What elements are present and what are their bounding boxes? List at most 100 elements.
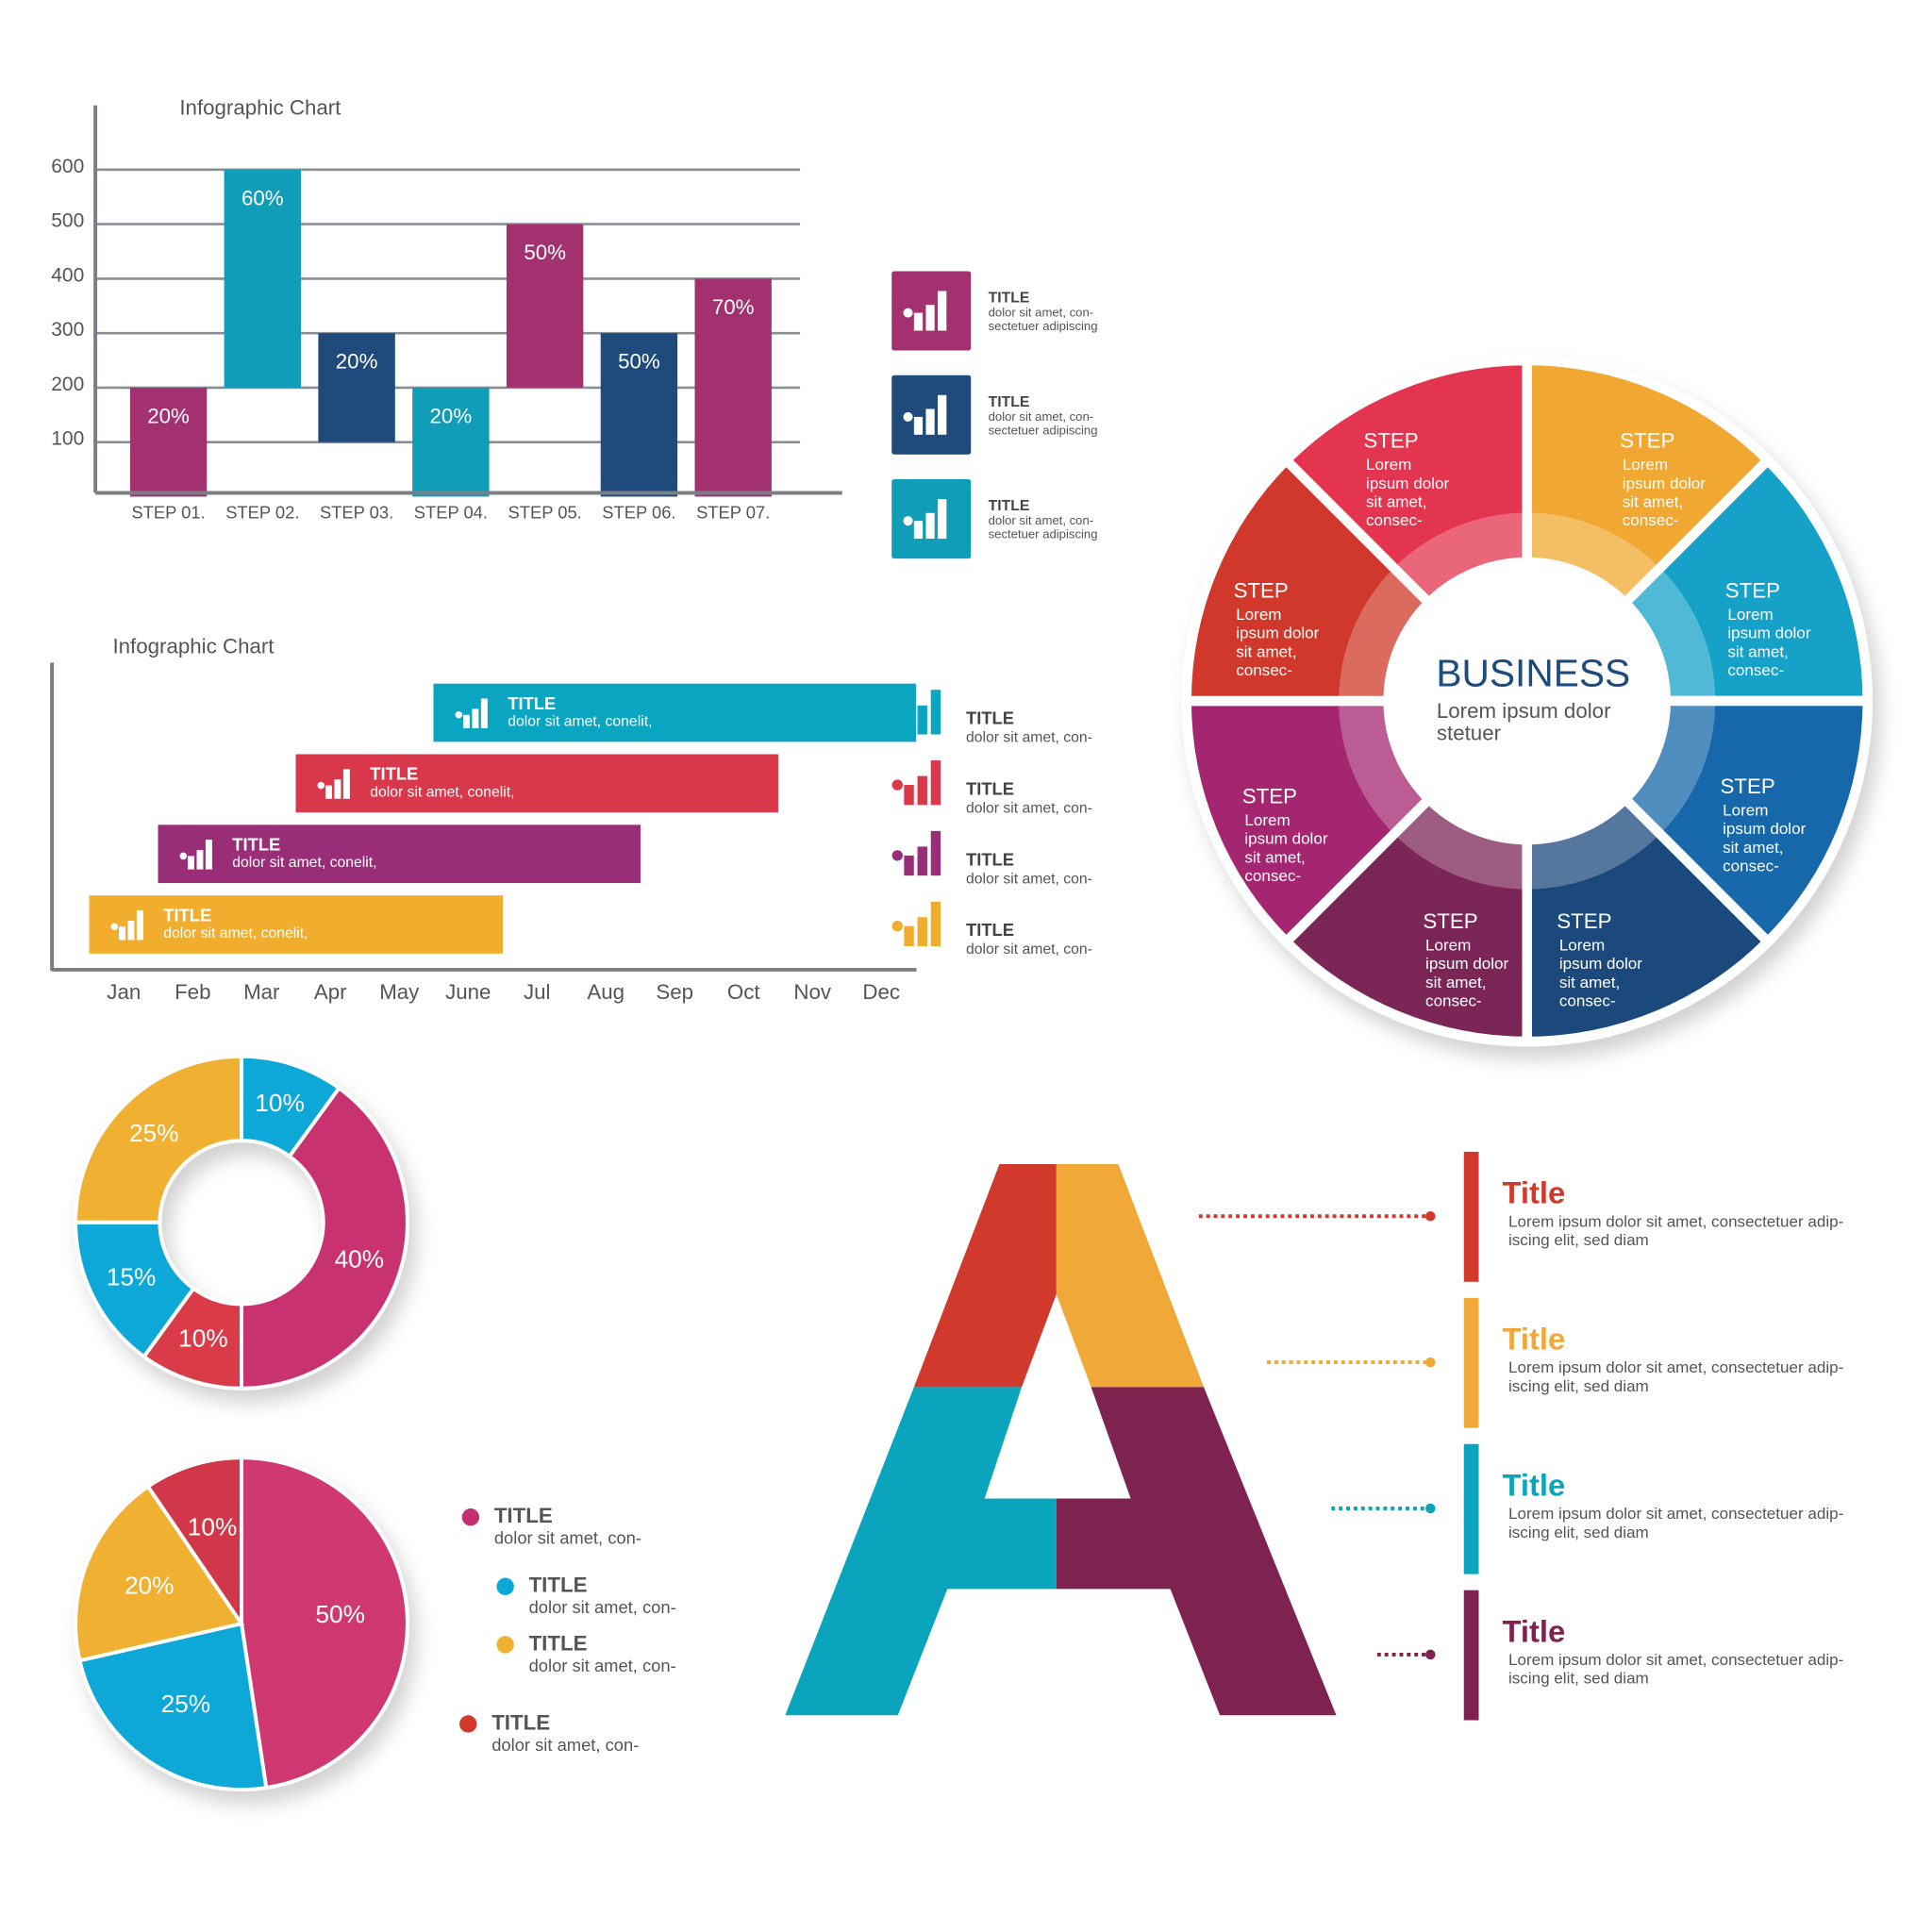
step-label: STEP — [1423, 909, 1477, 933]
x-tick-label: Feb — [175, 980, 210, 1004]
slice-label: 15% — [107, 1262, 157, 1291]
x-tick-label: Oct — [727, 980, 760, 1004]
legend-icon — [891, 921, 903, 932]
y-tick-label: 100 — [51, 428, 84, 450]
slice — [74, 1220, 196, 1359]
bar-label: 60% — [242, 186, 284, 209]
item-text: Lorem ipsum dolor sit amet, consectetuer… — [1508, 1505, 1843, 1523]
task-bar — [158, 824, 641, 884]
icon — [903, 516, 913, 526]
step-text: ipsum dolor — [1236, 625, 1319, 642]
step-text: sit amet, — [1236, 642, 1296, 660]
x-tick-label: Jan — [107, 980, 141, 1004]
step-text: consec- — [1623, 511, 1679, 529]
step-label: STEP — [1234, 578, 1289, 602]
letter-piece — [785, 1387, 1057, 1716]
legend-text: dolor sit amet, con- — [491, 1735, 639, 1755]
legend-icon — [904, 714, 914, 735]
wheel-subtitle: stetuer — [1437, 721, 1502, 744]
task-bar — [295, 754, 778, 813]
connector-dot — [1425, 1357, 1436, 1368]
wheel-segment — [1279, 355, 1532, 610]
x-tick-label: June — [445, 980, 491, 1004]
icon — [938, 291, 947, 331]
step-label: STEP — [1620, 429, 1674, 453]
x-tick-label: Sep — [656, 980, 693, 1004]
step-text: sit amet, — [1366, 493, 1426, 511]
step-text: ipsum dolor — [1559, 955, 1642, 973]
step-text: ipsum dolor — [1366, 475, 1449, 492]
note-text: sectetuer adipiscing — [989, 527, 1098, 541]
step-label: STEP — [1363, 429, 1418, 453]
task-bar — [433, 683, 916, 742]
wheel-segment — [1522, 355, 1775, 610]
wheel-segment — [1522, 791, 1775, 1047]
icon — [136, 909, 143, 941]
task-title: TITLE — [370, 764, 418, 784]
slice-label: 20% — [125, 1572, 175, 1600]
connector-dot — [1425, 1649, 1436, 1660]
note-text: sectetuer adipiscing — [989, 423, 1098, 437]
bar — [600, 333, 678, 497]
legend-icon — [891, 708, 903, 720]
y-tick-label: 400 — [51, 264, 84, 286]
icon — [472, 708, 479, 728]
connector-dot — [1425, 1503, 1436, 1514]
bar-label: 50% — [524, 241, 566, 264]
legend-dot — [459, 1715, 477, 1733]
icon — [903, 308, 913, 318]
item-title: Title — [1502, 1175, 1565, 1210]
item-text: iscing elit, sed diam — [1508, 1524, 1649, 1541]
legend-title: TITLE — [966, 778, 1014, 798]
item-title: Title — [1502, 1321, 1565, 1356]
icon — [462, 714, 470, 728]
x-tick-label: Aug — [587, 980, 625, 1004]
slice-label: 10% — [178, 1324, 228, 1353]
slice — [145, 1456, 243, 1630]
step-text: ipsum dolor — [1425, 955, 1508, 973]
item-title: Title — [1502, 1467, 1565, 1502]
bar-label: 50% — [618, 350, 660, 374]
slice — [74, 1484, 245, 1663]
item-text: iscing elit, sed diam — [1508, 1231, 1649, 1249]
icon — [938, 499, 947, 540]
letter-piece — [913, 1164, 1057, 1388]
wheel-segment — [1618, 695, 1873, 949]
letter-a — [785, 1164, 1337, 1716]
icon — [925, 408, 935, 435]
y-tick-label: 600 — [51, 156, 84, 177]
bar-label: 20% — [147, 404, 190, 427]
step-text: sit amet, — [1425, 974, 1486, 991]
legend-icon — [917, 846, 927, 876]
task-text: dolor sit amet, conelit, — [163, 925, 308, 941]
note-text: dolor sit amet, con- — [989, 513, 1093, 527]
legend-title: TITLE — [494, 1504, 553, 1527]
letter-piece — [1056, 1387, 1337, 1716]
step-text: consec- — [1425, 992, 1482, 1010]
legend-title: TITLE — [966, 849, 1014, 869]
slice-label: 50% — [315, 1600, 365, 1628]
step-label: STEP — [1242, 784, 1297, 808]
step-text: Lorem — [1366, 456, 1411, 474]
step-text: consec- — [1236, 661, 1292, 679]
step-text: consec- — [1559, 992, 1616, 1010]
step-text: Lorem — [1623, 456, 1668, 474]
bar — [318, 333, 395, 442]
legend-text: dolor sit amet, con- — [966, 941, 1092, 958]
slice-label: 10% — [188, 1513, 238, 1541]
step-text: consec- — [1366, 511, 1423, 529]
slice-label: 25% — [129, 1119, 179, 1147]
legend-text: dolor sit amet, con- — [529, 1597, 676, 1617]
icon — [480, 698, 488, 728]
icon — [119, 926, 125, 941]
step-text: sit amet, — [1244, 848, 1305, 866]
x-tick-label: STEP 03. — [320, 503, 393, 523]
icon — [127, 920, 135, 941]
icon — [179, 852, 188, 860]
legend-icon — [917, 705, 927, 735]
task-title: TITLE — [508, 693, 556, 713]
note-text: sectetuer adipiscing — [989, 319, 1098, 333]
bar-label: 20% — [336, 350, 378, 374]
icon — [205, 840, 212, 870]
